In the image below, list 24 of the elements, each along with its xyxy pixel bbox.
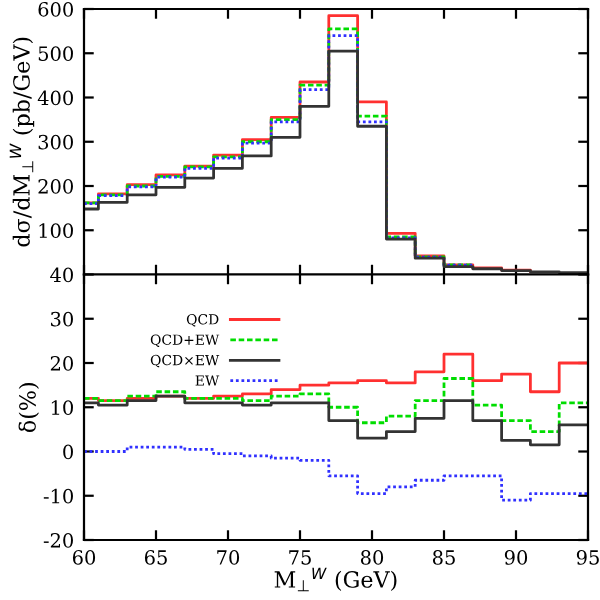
y-tick-label: -10	[43, 488, 73, 504]
y-tick-label: 0	[63, 444, 73, 460]
y-tick-label: 400	[37, 90, 73, 106]
y-axis-title: δ(%)	[18, 383, 40, 433]
y-tick-label: 500	[38, 46, 73, 61]
x-tick-label: 95	[576, 550, 599, 565]
x-tick-label: 65	[144, 550, 167, 565]
y-tick-label: 10	[51, 400, 73, 415]
x-tick-label: 85	[432, 550, 455, 565]
y-tick-label: 40	[50, 267, 73, 283]
y-tick-label: 600	[38, 1, 73, 17]
x-tick-label: 70	[217, 550, 240, 565]
y-tick-label: 30	[51, 311, 73, 327]
x-tick-label: 75	[289, 550, 311, 565]
y-axis-title: dσ/dM$_{⊥}$$^{W}$ (pb/GeV)	[9, 37, 35, 247]
y-tick-label: 20	[50, 355, 73, 371]
y-tick-label: 300	[38, 134, 73, 150]
x-axis-title: M$_{⊥}$$^{W}$ (GeV)	[274, 567, 397, 592]
x-tick-label: 60	[72, 550, 96, 565]
x-tick-label: 80	[360, 550, 384, 565]
x-tick-label: 90	[504, 550, 528, 565]
y-tick-label: 100	[39, 223, 73, 238]
y-tick-label: -20	[43, 532, 73, 548]
y-tick-label: 200	[38, 178, 73, 194]
